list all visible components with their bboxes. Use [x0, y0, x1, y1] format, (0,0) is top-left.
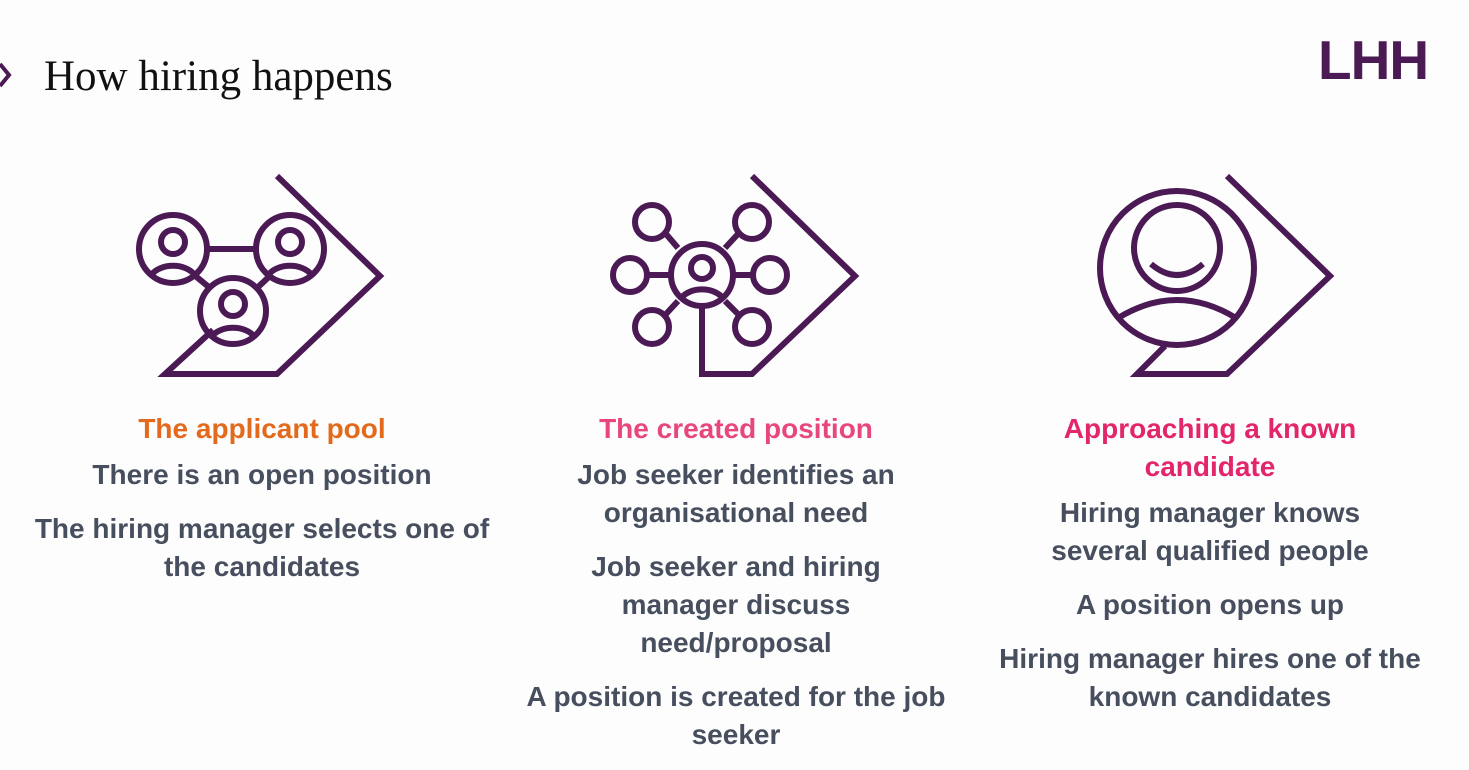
- column-heading: The created position: [599, 413, 873, 444]
- slide-marker-icon: [0, 62, 12, 88]
- column-item: The hiring manager selects one of the ca…: [34, 513, 490, 582]
- column-item: Hiring manager hires one of the known ca…: [999, 643, 1421, 712]
- column-known-candidate: Approaching a known candidate Hiring man…: [980, 410, 1440, 732]
- column-heading: The applicant pool: [138, 413, 386, 444]
- page-title: How hiring happens: [44, 53, 393, 100]
- known-person-icon: [1097, 173, 1335, 377]
- column-item: There is an open position: [92, 459, 432, 490]
- network-people-icon: [136, 173, 385, 377]
- column-heading: Approaching a known candidate: [1063, 413, 1357, 482]
- column-applicant-pool: The applicant pool There is an open posi…: [32, 410, 492, 602]
- column-item: A position is created for the job seeker: [526, 681, 946, 750]
- column-item: Job seeker identifies an organisational …: [577, 459, 895, 528]
- column-created-position: The created position Job seeker identifi…: [506, 410, 966, 770]
- column-item: A position opens up: [1075, 589, 1345, 620]
- column-item: Job seeker and hiring manager discuss ne…: [591, 551, 881, 658]
- hub-person-icon: [610, 173, 860, 377]
- brand-logo: LHH: [1318, 29, 1429, 91]
- column-item: Hiring manager knows several qualified p…: [1051, 497, 1369, 566]
